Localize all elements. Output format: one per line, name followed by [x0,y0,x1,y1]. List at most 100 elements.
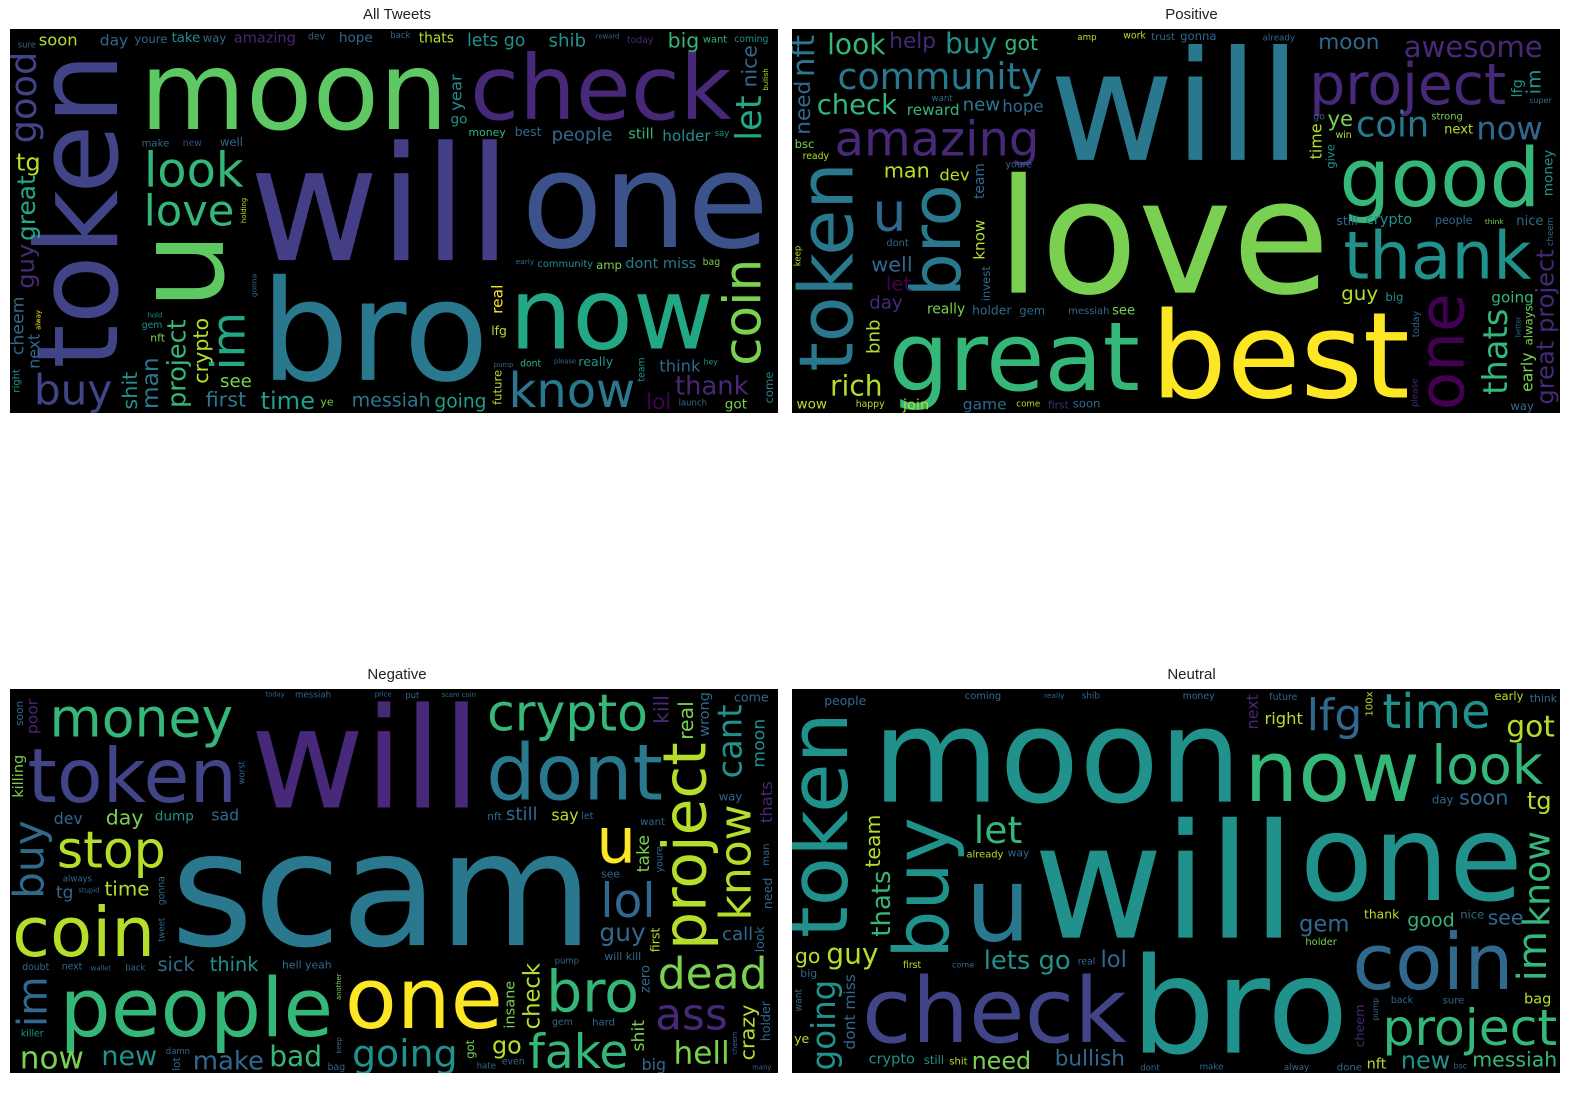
word-youre: youre [655,846,666,873]
word-love: love [997,146,1330,331]
word-bro: bro [897,184,977,297]
word-shib: shib [1082,692,1100,702]
word-see: see [220,371,252,392]
word-cant: cant [711,705,750,779]
word-launch: launch [679,398,707,408]
word-money: money [469,126,507,139]
word-sure: sure [18,40,36,50]
word-people: people [1435,214,1473,227]
word-join: join [902,397,929,413]
word-already: already [1263,34,1295,44]
word-stop: stop [57,821,166,880]
word-please: please [1411,379,1421,407]
word-new: new [1401,1047,1450,1074]
word-alway: alway [1284,1063,1309,1073]
word-holding: holding [240,198,248,223]
word-make: make [1200,1062,1224,1072]
word-first: first [647,928,662,953]
word-first: first [206,387,247,411]
word-check: check [519,962,545,1029]
word-money: money [1183,691,1215,702]
word-check: check [817,90,897,121]
word-call: call [722,924,753,945]
word-coin: coin [713,259,773,366]
word-lets-go: lets go [467,31,525,51]
word-dont: dont [1140,1063,1160,1073]
word-gonna: gonna [249,274,258,297]
word-gonna: gonna [157,876,168,905]
word-think: think [659,357,701,376]
word-one: one [345,950,503,1049]
word-man: man [884,159,930,183]
word-one: one [1406,293,1479,410]
word-new: new [101,1041,157,1072]
word-alway: alway [35,310,43,330]
word-even: even [502,1057,525,1068]
word-let: let [729,95,770,140]
word-bro: bro [261,250,489,413]
word-well: well [871,252,912,276]
word-love: love [144,187,235,237]
word-kill: kill [650,695,674,724]
word-moon: moon [750,719,770,768]
word-messiah: messiah [352,390,431,412]
word-thats: thats [757,781,776,823]
word-new: new [963,94,1001,115]
word-bro: bro [1131,930,1349,1073]
word-good: good [1339,132,1540,226]
word-lfg: lfg [1307,690,1363,741]
word-come: come [952,961,974,970]
word-buy: buy [945,29,997,60]
word-coin: coin [1352,918,1513,1008]
word-back: back [1391,995,1414,1006]
word-next: next [25,334,44,369]
word-big: big [800,967,817,980]
word-coming: coming [734,34,768,45]
word-one: one [521,124,769,279]
word-think: think [1530,692,1558,705]
word-tg: tg [56,883,73,903]
word-invest: invest [979,266,993,302]
word-hope: hope [1002,97,1043,116]
word-early: early [1517,352,1536,392]
word-got: got [1005,31,1039,55]
word-take: take [634,835,654,872]
panel-positive: Positive love will best great good amazing tok… [792,0,1589,420]
word-bad: bad [269,1040,322,1073]
word-big: big [1385,290,1403,304]
word-shit: shit [118,372,142,410]
word-soon: soon [39,31,78,50]
word-way: way [1510,399,1534,413]
word-come: come [762,372,776,404]
word-crypto: crypto [189,318,213,384]
word-tweet: tweet [158,917,168,942]
word-cheem: cheem [1546,217,1556,246]
word-dev: dev [939,166,969,185]
word-day: day [100,32,128,50]
word-dont: dont [520,359,541,370]
word-lfg: lfg [491,324,507,338]
word-great-project: great project [1531,249,1559,404]
word-holder: holder [972,304,1012,318]
word-killing: killing [11,755,27,798]
word-coin: coin [12,893,155,973]
word-guy: guy [12,244,40,289]
word-dont: dont [486,728,663,818]
word-real: real [1078,957,1096,968]
word-now: now [20,1041,84,1074]
word-real: real [674,701,698,740]
word-think: think [1485,217,1504,226]
word-come: come [734,689,769,704]
word-please: please [554,357,576,365]
word-going: going [805,980,843,1071]
word-holder: holder [1305,937,1337,948]
word-know: know [971,220,989,260]
word-lol: lol [646,390,671,413]
word-going: going [434,392,486,413]
word-wallet: wallet [91,964,112,972]
word-today: today [1411,310,1422,337]
word-thank: thank [1343,218,1531,295]
word-nft: nft [487,810,501,823]
